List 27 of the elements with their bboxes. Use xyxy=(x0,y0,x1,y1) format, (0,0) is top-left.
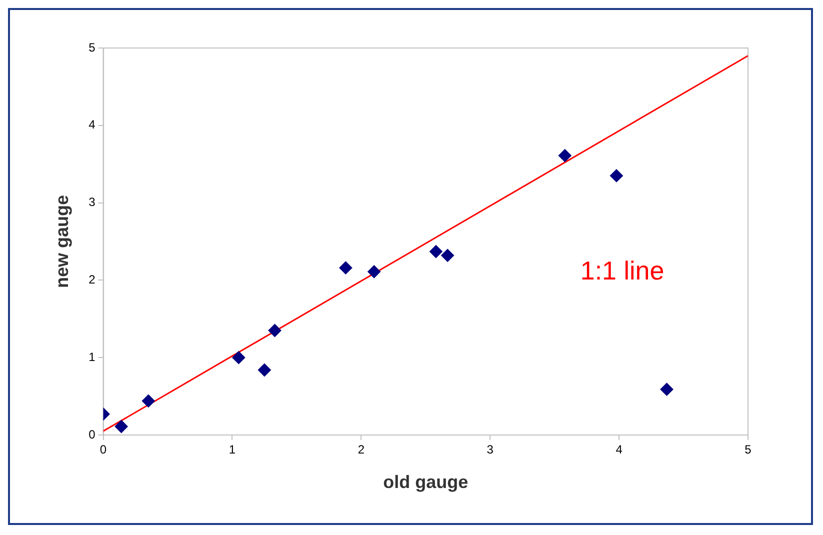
x-tick-label: 4 xyxy=(616,442,623,457)
y-tick-label: 3 xyxy=(88,195,96,210)
point xyxy=(368,265,381,278)
x-tick-label: 0 xyxy=(100,442,107,457)
x-tick-label: 2 xyxy=(358,442,365,457)
x-tick-label: 3 xyxy=(486,442,494,457)
point xyxy=(258,363,271,376)
y-tick-label: 4 xyxy=(88,118,96,132)
x-tick-label: 1 xyxy=(228,442,236,457)
annotation: 1:1 line xyxy=(580,256,664,286)
point xyxy=(339,261,352,274)
point xyxy=(232,351,246,364)
point xyxy=(441,248,454,262)
x-axis-title: old gauge xyxy=(383,472,468,492)
point xyxy=(610,169,623,182)
point xyxy=(142,394,155,408)
y-axis-title: new gauge xyxy=(52,194,72,288)
y-tick-label: 0 xyxy=(88,427,96,442)
point xyxy=(429,245,442,258)
x-tick-label: 5 xyxy=(744,442,752,457)
y-tick-label: 2 xyxy=(88,272,96,287)
y-tick-label: 5 xyxy=(88,40,96,54)
point xyxy=(558,149,572,162)
y-tick-label: 1 xyxy=(88,350,96,364)
point xyxy=(660,382,674,396)
point xyxy=(114,420,128,433)
point xyxy=(268,324,282,338)
